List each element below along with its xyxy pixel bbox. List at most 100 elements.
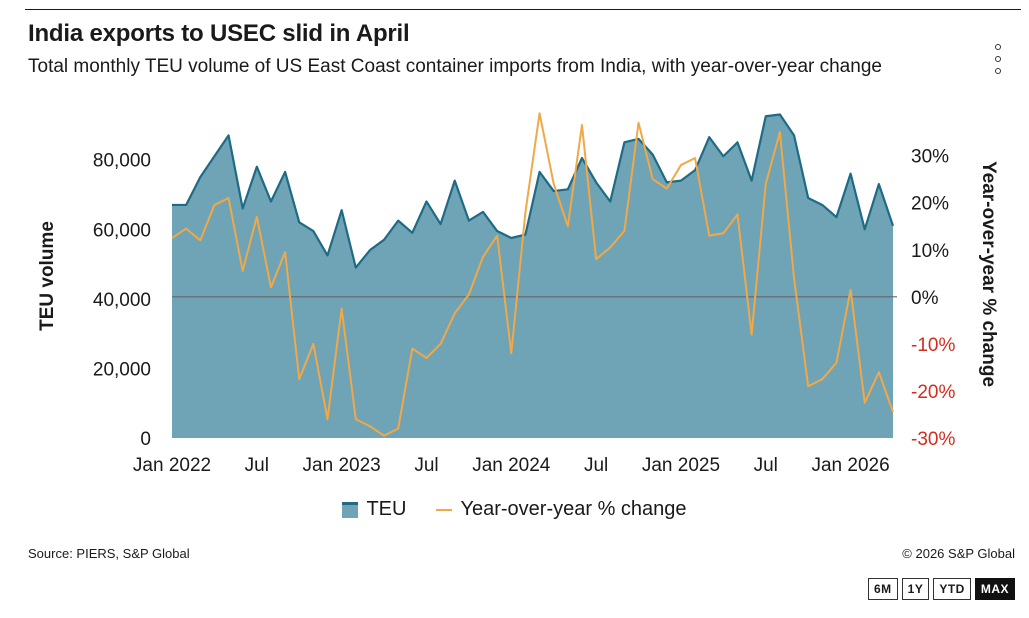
yoy-point[interactable] <box>254 214 260 220</box>
legend-item-teu[interactable]: TEU <box>342 498 406 521</box>
teu-point[interactable] <box>678 178 684 184</box>
teu-point[interactable] <box>183 202 189 208</box>
teu-point[interactable] <box>537 169 543 175</box>
yoy-point[interactable] <box>282 249 288 255</box>
teu-point[interactable] <box>890 223 896 229</box>
teu-point[interactable] <box>593 179 599 185</box>
yoy-point[interactable] <box>537 110 543 116</box>
yoy-point[interactable] <box>438 341 444 347</box>
yoy-point[interactable] <box>593 256 599 262</box>
yoy-point[interactable] <box>197 237 203 243</box>
yoy-point[interactable] <box>833 360 839 366</box>
teu-point[interactable] <box>211 153 217 159</box>
yoy-point[interactable] <box>706 233 712 239</box>
teu-point[interactable] <box>325 252 331 258</box>
teu-point[interactable] <box>282 169 288 175</box>
yoy-point[interactable] <box>339 306 345 312</box>
yoy-point[interactable] <box>720 230 726 236</box>
teu-point[interactable] <box>409 230 415 236</box>
range-button-max[interactable]: MAX <box>974 578 1015 600</box>
teu-point[interactable] <box>621 139 627 145</box>
yoy-point[interactable] <box>621 228 627 234</box>
teu-point[interactable] <box>226 132 232 138</box>
teu-point[interactable] <box>296 219 302 225</box>
yoy-point[interactable] <box>409 346 415 352</box>
yoy-point[interactable] <box>819 376 825 382</box>
teu-point[interactable] <box>254 164 260 170</box>
teu-point[interactable] <box>607 198 613 204</box>
teu-point[interactable] <box>339 207 345 213</box>
teu-point[interactable] <box>862 226 868 232</box>
yoy-point[interactable] <box>325 416 331 422</box>
range-button-6m[interactable]: 6M <box>867 578 898 600</box>
yoy-point[interactable] <box>452 310 458 316</box>
yoy-point[interactable] <box>211 202 217 208</box>
yoy-point[interactable] <box>777 129 783 135</box>
yoy-point[interactable] <box>734 211 740 217</box>
yoy-point[interactable] <box>381 433 387 439</box>
yoy-point[interactable] <box>183 226 189 232</box>
yoy-point[interactable] <box>565 223 571 229</box>
teu-point[interactable] <box>819 202 825 208</box>
yoy-point[interactable] <box>636 120 642 126</box>
yoy-point[interactable] <box>169 235 175 241</box>
teu-point[interactable] <box>791 132 797 138</box>
yoy-point[interactable] <box>240 268 246 274</box>
teu-point[interactable] <box>381 237 387 243</box>
yoy-point[interactable] <box>791 275 797 281</box>
yoy-point[interactable] <box>226 195 232 201</box>
teu-point[interactable] <box>480 209 486 215</box>
yoy-point[interactable] <box>367 423 373 429</box>
teu-point[interactable] <box>466 218 472 224</box>
yoy-point[interactable] <box>395 426 401 432</box>
legend-item-yoy[interactable]: Year-over-year % change <box>436 498 687 521</box>
yoy-point[interactable] <box>480 254 486 260</box>
yoy-point[interactable] <box>650 176 656 182</box>
teu-point[interactable] <box>579 155 585 161</box>
yoy-point[interactable] <box>423 355 429 361</box>
teu-point[interactable] <box>749 178 755 184</box>
teu-point[interactable] <box>876 181 882 187</box>
teu-point[interactable] <box>423 198 429 204</box>
more-options-icon[interactable] <box>990 44 1008 78</box>
range-button-1y[interactable]: 1Y <box>901 578 930 600</box>
teu-point[interactable] <box>438 221 444 227</box>
teu-point[interactable] <box>848 171 854 177</box>
teu-point[interactable] <box>268 198 274 204</box>
teu-point[interactable] <box>240 205 246 211</box>
teu-point[interactable] <box>833 214 839 220</box>
teu-point[interactable] <box>508 235 514 241</box>
yoy-point[interactable] <box>763 181 769 187</box>
teu-point[interactable] <box>650 152 656 158</box>
yoy-point[interactable] <box>522 209 528 215</box>
teu-point[interactable] <box>310 228 316 234</box>
yoy-point[interactable] <box>466 291 472 297</box>
yoy-point[interactable] <box>692 155 698 161</box>
teu-point[interactable] <box>706 134 712 140</box>
yoy-point[interactable] <box>508 350 514 356</box>
teu-point[interactable] <box>367 247 373 253</box>
teu-point[interactable] <box>169 202 175 208</box>
teu-point[interactable] <box>395 218 401 224</box>
yoy-point[interactable] <box>607 244 613 250</box>
teu-point[interactable] <box>452 178 458 184</box>
yoy-point[interactable] <box>664 186 670 192</box>
yoy-point[interactable] <box>862 400 868 406</box>
yoy-point[interactable] <box>678 162 684 168</box>
yoy-point[interactable] <box>268 284 274 290</box>
teu-point[interactable] <box>720 153 726 159</box>
teu-point[interactable] <box>353 265 359 271</box>
teu-point[interactable] <box>777 112 783 118</box>
yoy-point[interactable] <box>310 341 316 347</box>
teu-point[interactable] <box>805 195 811 201</box>
yoy-point[interactable] <box>848 287 854 293</box>
yoy-point[interactable] <box>551 181 557 187</box>
teu-point[interactable] <box>763 113 769 119</box>
yoy-point[interactable] <box>296 376 302 382</box>
yoy-point[interactable] <box>353 416 359 422</box>
teu-point[interactable] <box>734 139 740 145</box>
yoy-point[interactable] <box>890 409 896 415</box>
range-button-ytd[interactable]: YTD <box>933 578 971 600</box>
yoy-point[interactable] <box>494 233 500 239</box>
yoy-point[interactable] <box>805 383 811 389</box>
